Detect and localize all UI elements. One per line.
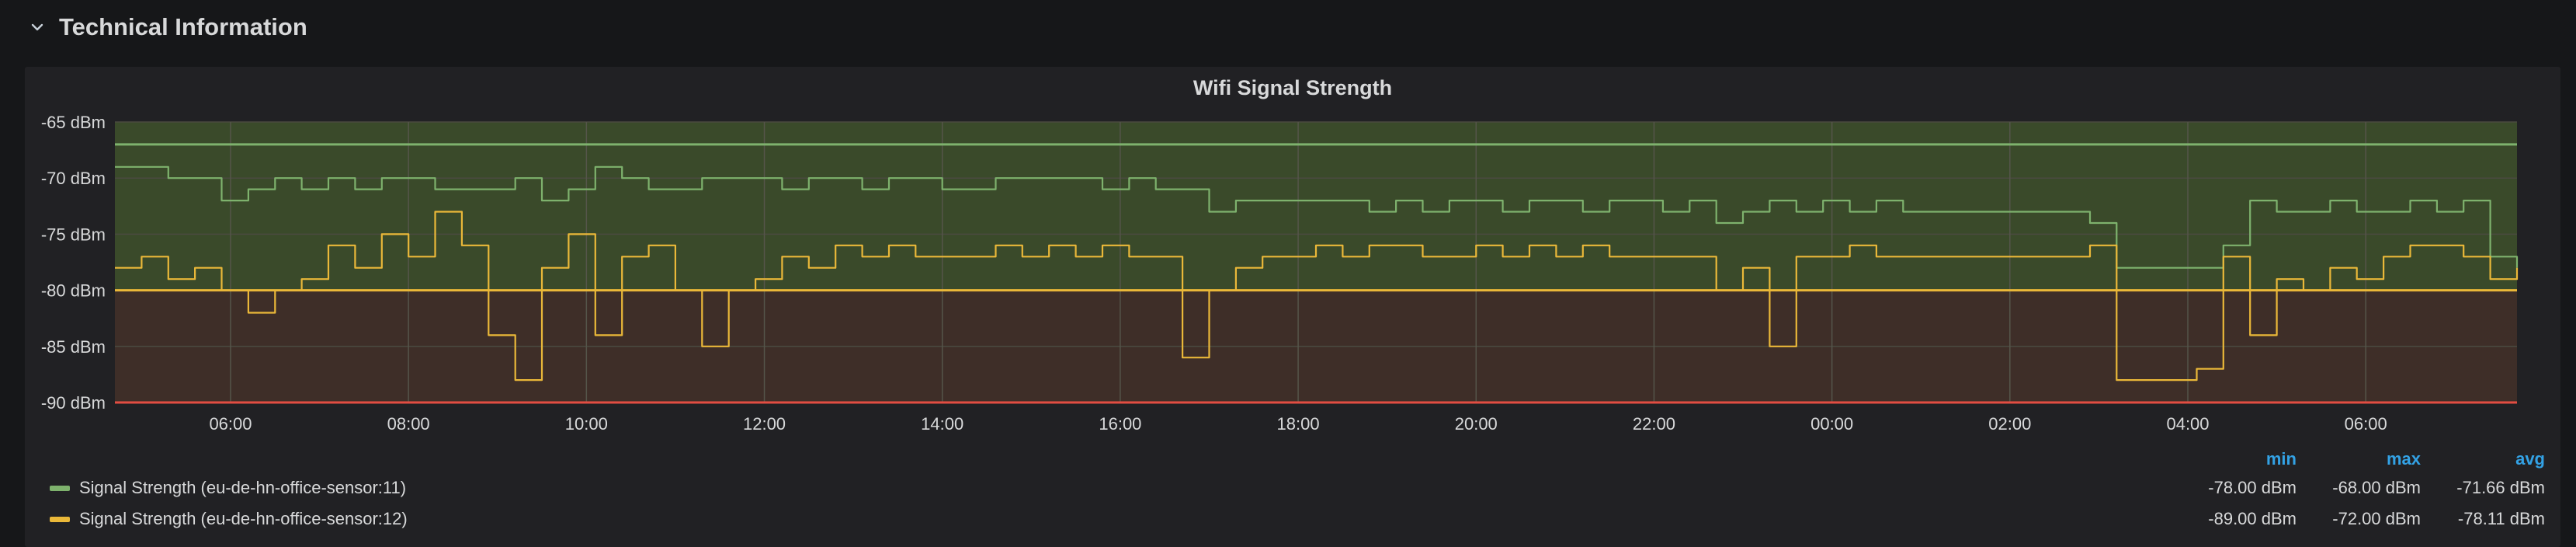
chevron-down-icon[interactable] [28,18,47,37]
x-tick-label: 20:00 [1455,414,1498,434]
y-tick-label: -85 dBm [41,337,106,357]
legend-max-value: -72.00 dBm [2332,509,2421,528]
panel-title[interactable]: Wifi Signal Strength [1193,76,1393,99]
threshold-region-ok [115,122,2517,291]
legend-header-avg[interactable]: avg [2515,449,2545,469]
y-tick-label: -80 dBm [41,281,106,301]
x-tick-label: 16:00 [1099,414,1141,434]
legend-swatch [50,516,70,522]
x-tick-label: 18:00 [1277,414,1320,434]
legend-header-max[interactable]: max [2386,449,2421,469]
legend-avg-value: -71.66 dBm [2456,478,2545,497]
series-line [115,165,2519,269]
x-tick-label: 10:00 [565,414,608,434]
legend-min-value: -78.00 dBm [2208,478,2297,497]
legend-max-value: -68.00 dBm [2332,478,2421,497]
x-tick-label: 02:00 [1988,414,2031,434]
x-tick-label: 04:00 [2166,414,2209,434]
row-header[interactable]: Technical Information [28,8,307,47]
x-tick-label: 06:00 [2345,414,2387,434]
legend-series-name[interactable]: Signal Strength (eu-de-hn-office-sensor:… [79,478,407,497]
legend-header-min[interactable]: min [2265,449,2297,469]
x-tick-label: 06:00 [209,414,252,434]
y-tick-label: -75 dBm [41,225,106,244]
x-tick-label: 08:00 [387,414,430,434]
legend-min-value: -89.00 dBm [2208,509,2297,528]
x-tick-label: 12:00 [743,414,786,434]
y-tick-label: -65 dBm [41,113,106,132]
row-title[interactable]: Technical Information [59,13,307,40]
x-tick-label: 22:00 [1633,414,1675,434]
x-tick-label: 00:00 [1810,414,1853,434]
legend-swatch [50,485,70,491]
series-line [115,211,2519,382]
legend-item[interactable]: Signal Strength (eu-de-hn-office-sensor:… [25,505,2560,533]
legend-item[interactable]: Signal Strength (eu-de-hn-office-sensor:… [25,474,2560,502]
signal-strength-chart[interactable]: -65 dBm -70 dBm -75 dBm -80 dBm -85 dBm -90 d… [25,67,2560,440]
y-tick-label: -90 dBm [41,393,106,413]
graph-panel: Wifi Signal Strength -65 dBm -70 dBm -75 d… [25,67,2560,547]
legend-avg-value: -78.11 dBm [2457,509,2545,528]
y-tick-label: -70 dBm [41,169,106,188]
x-tick-label: 14:00 [921,414,963,434]
legend-series-name[interactable]: Signal Strength (eu-de-hn-office-sensor:… [79,509,408,528]
